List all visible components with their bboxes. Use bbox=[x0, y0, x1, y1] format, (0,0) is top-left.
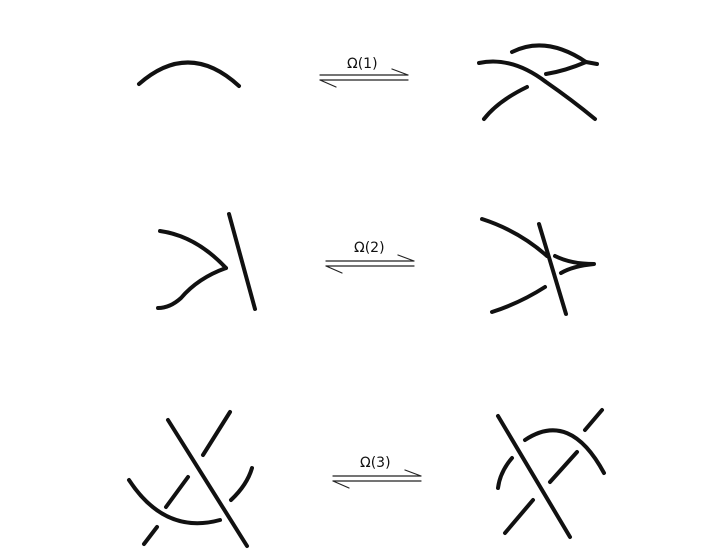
move-2-right-upper-strand bbox=[480, 217, 549, 258]
move-3-right-arc bbox=[523, 428, 606, 475]
move-3-right-diagram bbox=[496, 408, 606, 539]
move-1-label: Ω(1) bbox=[347, 56, 378, 72]
move-3-left-diagram bbox=[127, 410, 254, 548]
row-move-3: Ω(3) bbox=[127, 408, 606, 548]
move-2-equivalence-arrows: Ω(2) bbox=[325, 240, 415, 274]
move-2-right-arrow bbox=[325, 254, 415, 262]
move-2-left-cusp-upper bbox=[158, 229, 228, 270]
move-3-right-middle-tail bbox=[503, 498, 535, 535]
move-3-left-arrow bbox=[332, 480, 422, 489]
move-3-right-arc-left bbox=[496, 456, 514, 490]
move-1-left-arc bbox=[137, 60, 241, 88]
move-2-right-cusp-tip bbox=[553, 254, 596, 275]
move-2-label: Ω(2) bbox=[354, 240, 385, 256]
move-3-left-middle-tail bbox=[142, 525, 159, 546]
move-3-right-middle-lower bbox=[548, 450, 579, 484]
move-2-left-cusp-lower bbox=[156, 266, 228, 310]
move-3-left-arc bbox=[127, 478, 222, 526]
move-1-left-diagram bbox=[137, 60, 241, 88]
move-2-left-line bbox=[227, 212, 257, 311]
move-2-left-diagram bbox=[156, 212, 257, 311]
move-3-right-arrow bbox=[332, 469, 422, 477]
move-2-right-line bbox=[537, 222, 568, 316]
move-1-right-diagram bbox=[477, 43, 599, 121]
move-1-right-over-strand bbox=[477, 59, 597, 121]
move-2-right-lower-strand bbox=[490, 285, 547, 314]
move-2-right-diagram bbox=[480, 217, 596, 316]
move-3-right-over-line bbox=[496, 414, 572, 539]
move-3-left-arc-right bbox=[229, 466, 254, 502]
move-1-left-arrow bbox=[319, 79, 409, 88]
move-1-right-arrow bbox=[319, 68, 409, 76]
move-1-right-under-strand bbox=[482, 85, 529, 121]
move-1-equivalence-arrows: Ω(1) bbox=[319, 56, 409, 88]
row-move-2: Ω(2) bbox=[156, 212, 596, 316]
move-2-left-arrow bbox=[325, 265, 415, 274]
move-1-right-loop-back bbox=[544, 60, 588, 76]
move-3-label: Ω(3) bbox=[360, 455, 391, 471]
move-3-equivalence-arrows: Ω(3) bbox=[332, 455, 422, 489]
move-3-left-middle-lower bbox=[164, 475, 190, 509]
move-3-right-middle-upper bbox=[583, 408, 604, 432]
move-3-left-middle-upper bbox=[201, 410, 232, 457]
move-3-left-over-line bbox=[166, 418, 249, 548]
row-move-1: Ω(1) bbox=[137, 43, 599, 121]
